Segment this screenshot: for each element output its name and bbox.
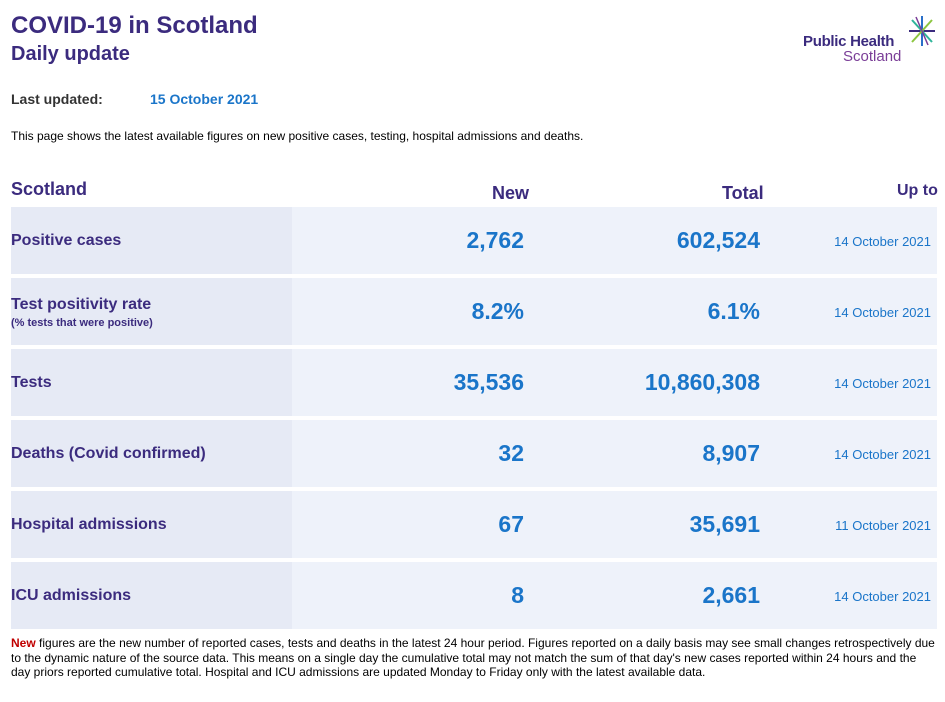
row-label-cell xyxy=(11,491,292,558)
row-label-cell xyxy=(11,349,292,416)
row-label-cell xyxy=(11,562,292,629)
public-health-scotland-logo: Public Health Scotland xyxy=(803,14,938,70)
page-title: COVID-19 in Scotland xyxy=(11,12,258,39)
logo-line-2: Scotland xyxy=(843,48,902,65)
row-up-to-date: 14 October 2021 xyxy=(834,589,931,604)
row-total-value: 6.1% xyxy=(707,298,760,324)
logo-line-1: Public Health xyxy=(803,33,895,50)
table-row-positive-cases: Positive cases 2,762 602,524 14 October … xyxy=(11,207,937,274)
last-updated-label: Last updated: xyxy=(11,91,103,107)
row-up-to-date: 14 October 2021 xyxy=(834,447,931,462)
public-health-scotland-star-icon xyxy=(909,16,935,46)
intro-text: This page shows the latest available fig… xyxy=(11,129,584,143)
page-subtitle: Daily update xyxy=(11,43,130,65)
footnote: New figures are the new number of report… xyxy=(11,636,936,680)
row-up-to-date: 14 October 2021 xyxy=(834,305,931,320)
row-label: Hospital admissions xyxy=(11,516,167,533)
last-updated-date: 15 October 2021 xyxy=(150,91,259,107)
row-total-value: 35,691 xyxy=(689,511,760,537)
row-label-cell xyxy=(11,278,292,345)
row-up-to-date: 14 October 2021 xyxy=(834,376,931,391)
row-new-value: 8 xyxy=(511,582,524,608)
table-row-tests: Tests 35,536 10,860,308 14 October 2021 xyxy=(11,349,937,416)
row-label: Tests xyxy=(11,374,52,391)
row-total-value: 602,524 xyxy=(676,227,760,253)
row-total-value: 2,661 xyxy=(702,582,760,608)
column-header-up-to: Up to xyxy=(897,182,938,199)
footnote-new-highlight: New xyxy=(11,636,36,650)
table-row-hospital-admissions: Hospital admissions 67 35,691 11 October… xyxy=(11,491,937,558)
column-header-total: Total xyxy=(722,183,764,203)
row-sublabel: (% tests that were positive) xyxy=(11,317,153,329)
row-label: Positive cases xyxy=(11,232,122,249)
column-header-scotland: Scotland xyxy=(11,179,88,199)
column-header-new: New xyxy=(492,183,530,203)
row-up-to-date: 11 October 2021 xyxy=(835,518,931,533)
row-label-cell xyxy=(11,420,292,487)
row-label: Test positivity rate xyxy=(11,296,152,313)
row-label-cell xyxy=(11,207,292,274)
row-new-value: 8.2% xyxy=(471,298,524,324)
row-total-value: 8,907 xyxy=(702,440,760,466)
row-new-value: 2,762 xyxy=(466,227,524,253)
row-total-value: 10,860,308 xyxy=(644,369,760,395)
table-row-icu-admissions: ICU admissions 8 2,661 14 October 2021 xyxy=(11,562,937,629)
footnote-text: figures are the new number of reported c… xyxy=(11,636,935,680)
row-label: ICU admissions xyxy=(11,587,132,604)
row-new-value: 35,536 xyxy=(453,369,524,395)
row-label: Deaths (Covid confirmed) xyxy=(11,445,206,462)
table-row-test-positivity-rate: Test positivity rate (% tests that were … xyxy=(11,278,937,345)
table-row-deaths: Deaths (Covid confirmed) 32 8,907 14 Oct… xyxy=(11,420,937,487)
row-new-value: 32 xyxy=(498,440,524,466)
row-new-value: 67 xyxy=(498,511,524,537)
row-up-to-date: 14 October 2021 xyxy=(834,234,931,249)
